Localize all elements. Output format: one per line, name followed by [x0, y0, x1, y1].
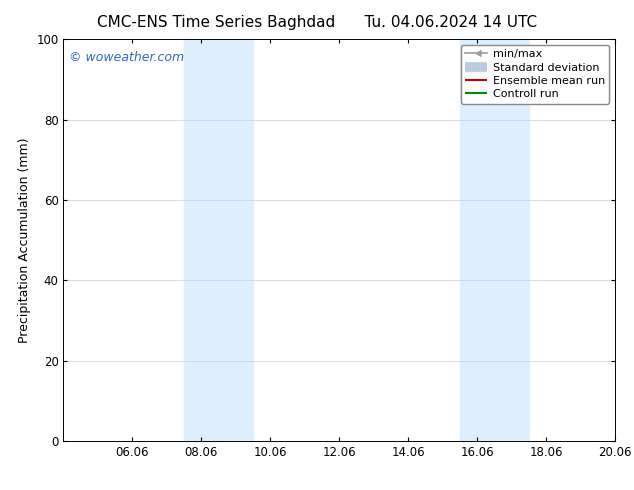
- Bar: [184, 39, 253, 441]
- Legend: min/max, Standard deviation, Ensemble mean run, Controll run: min/max, Standard deviation, Ensemble me…: [460, 45, 609, 104]
- Text: CMC-ENS Time Series Baghdad      Tu. 04.06.2024 14 UTC: CMC-ENS Time Series Baghdad Tu. 04.06.20…: [97, 15, 537, 30]
- Text: © woweather.com: © woweather.com: [69, 51, 184, 64]
- Bar: [460, 39, 529, 441]
- Y-axis label: Precipitation Accumulation (mm): Precipitation Accumulation (mm): [18, 137, 30, 343]
